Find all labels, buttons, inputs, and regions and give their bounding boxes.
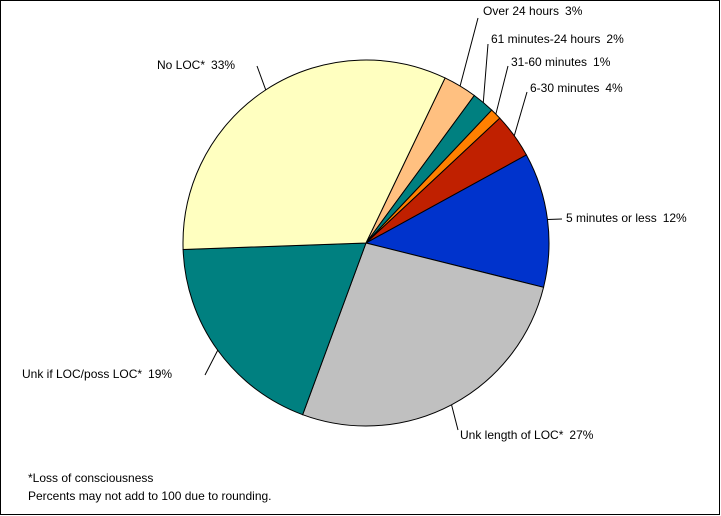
slice-label: 31-60 minutes 1% (511, 55, 611, 69)
slice-name: Unk length of LOC* (460, 428, 564, 442)
leader-line (513, 91, 528, 136)
leader-line (482, 43, 489, 103)
leader-line (451, 404, 459, 431)
slice-label: No LOC* 33% (157, 58, 235, 72)
slice-value: 3% (565, 4, 583, 18)
slice-name: Unk if LOC/poss LOC* (22, 367, 142, 381)
footnote: *Loss of consciousness (28, 471, 153, 485)
slice-value: 27% (569, 428, 593, 442)
slice-value: 19% (148, 367, 172, 381)
slice-name: Over 24 hours (483, 4, 559, 18)
leader-line (204, 350, 219, 376)
slice-label: Unk length of LOC* 27% (460, 428, 594, 442)
leader-line (459, 17, 479, 87)
footnote: Percents may not add to 100 due to round… (28, 489, 272, 503)
slice-label: 5 minutes or less 12% (566, 211, 687, 225)
slice-label: Unk if LOC/poss LOC* 19% (22, 367, 172, 381)
slice-label: 6-30 minutes 4% (530, 81, 623, 95)
pie-slice (182, 242, 367, 416)
slice-name: 5 minutes or less (566, 211, 657, 225)
slice-label: Over 24 hours 3% (483, 4, 583, 18)
slice-value: 12% (663, 211, 687, 225)
slice-name: 6-30 minutes (530, 81, 599, 95)
leader-line (495, 65, 509, 115)
slice-value: 2% (606, 32, 624, 46)
slice-value: 1% (593, 55, 611, 69)
slice-name: 31-60 minutes (511, 55, 587, 69)
slice-label: 61 minutes-24 hours 2% (491, 32, 624, 46)
slice-value: 33% (211, 58, 235, 72)
slice-value: 4% (605, 81, 623, 95)
slice-name: 61 minutes-24 hours (491, 32, 600, 46)
slice-name: No LOC* (157, 58, 205, 72)
leader-line (547, 218, 563, 221)
leader-line (256, 65, 267, 91)
